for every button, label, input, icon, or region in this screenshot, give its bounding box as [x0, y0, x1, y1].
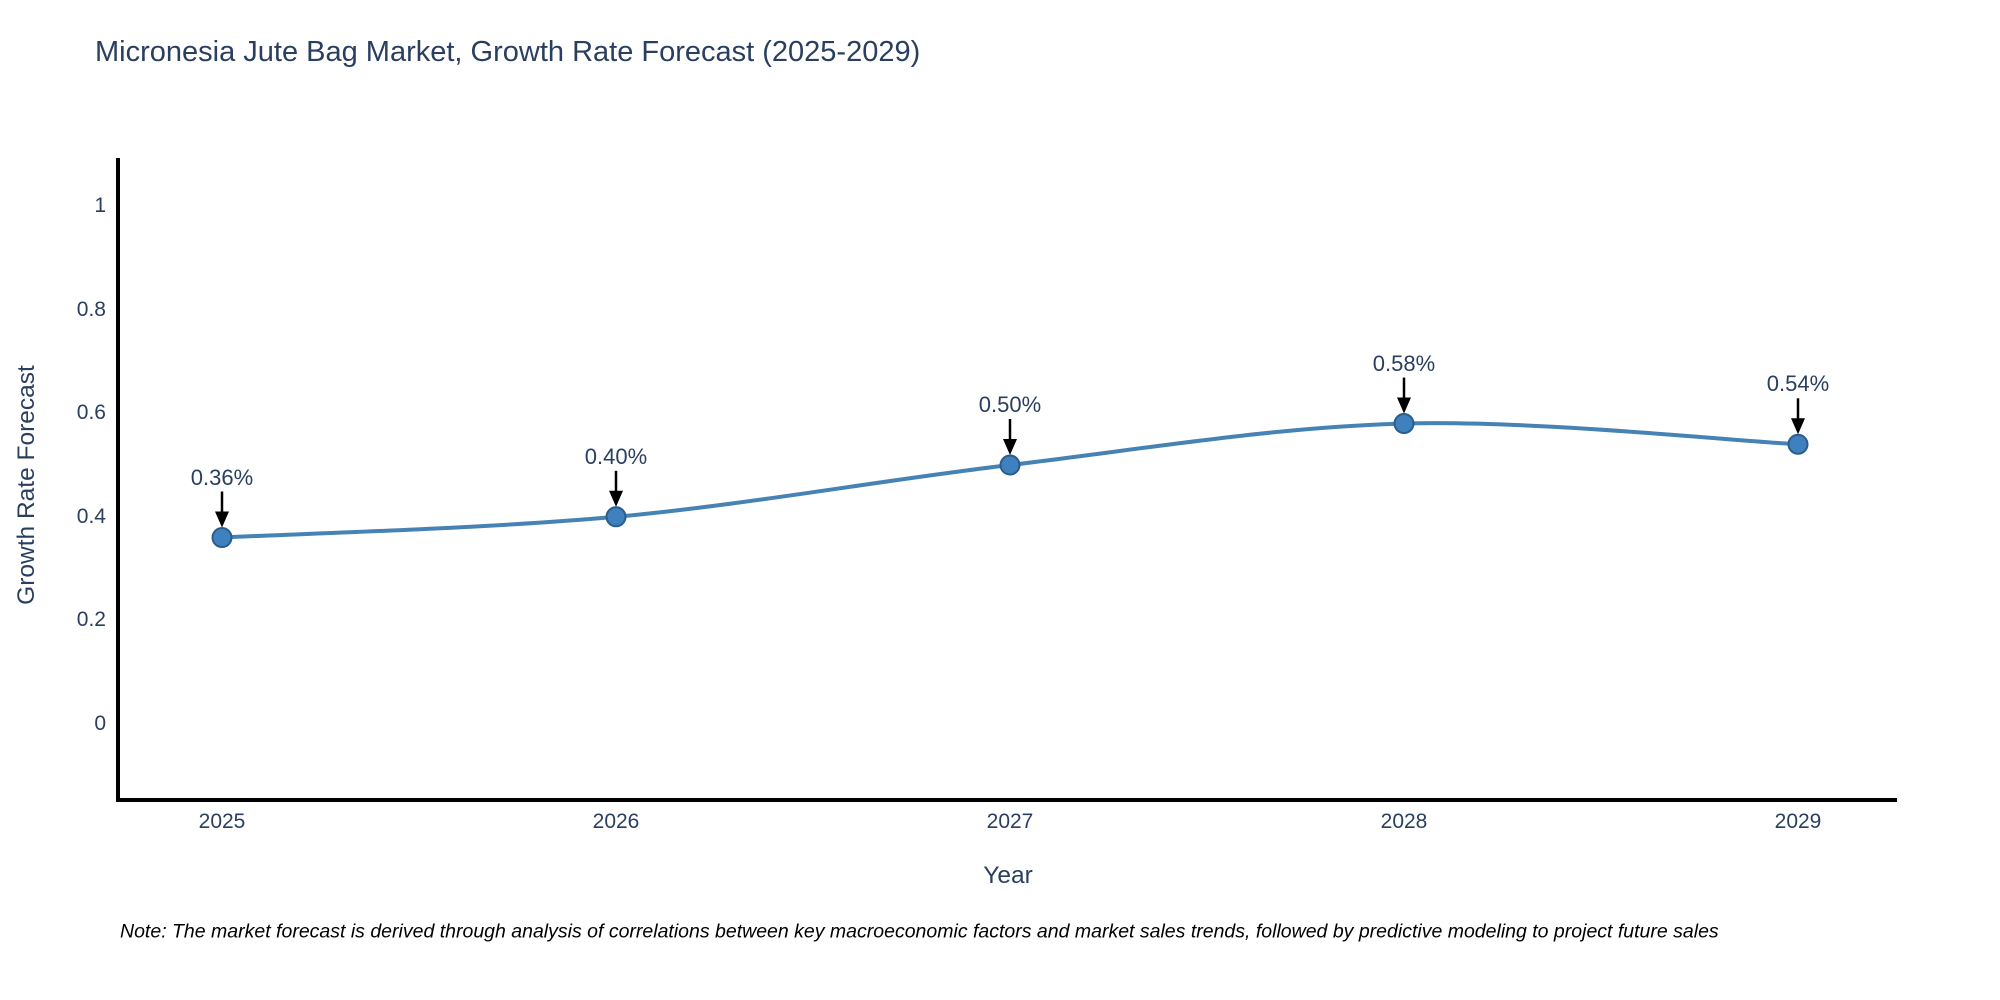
x-tick-2026: 2026 [592, 810, 640, 833]
point-label-2027: 0.50% [978, 392, 1042, 417]
chart-title: Micronesia Jute Bag Market, Growth Rate … [95, 36, 921, 68]
point-label-2025: 0.36% [190, 464, 254, 490]
data-point-2027 [999, 454, 1021, 476]
point-label-2029: 0.54% [1766, 371, 1830, 397]
data-point-2028 [1393, 413, 1415, 435]
annotation-arrow-head [609, 490, 623, 507]
x-tick-2027: 2027 [986, 810, 1034, 833]
data-point-2025 [211, 527, 233, 549]
point-label-2026: 0.40% [584, 443, 648, 469]
annotation-arrow-head [1791, 418, 1805, 435]
annotation-arrow-head [215, 511, 229, 528]
y-tick-0: 0 [94, 712, 106, 735]
y-tick-0.4: 0.4 [76, 504, 106, 528]
annotation-arrow-head [1397, 397, 1411, 414]
annotation-arrow-head [1003, 439, 1017, 455]
series-growth-rate [211, 377, 1809, 549]
y-tick-0.6: 0.6 [76, 401, 106, 425]
footnote: Note: The market forecast is derived thr… [120, 920, 1719, 943]
y-tick-0.2: 0.2 [76, 608, 106, 632]
data-point-2026 [605, 506, 627, 528]
y-tick-1: 1 [94, 194, 106, 217]
x-tick-2028: 2028 [1380, 810, 1428, 833]
data-point-2029 [1787, 433, 1809, 455]
x-tick-2025: 2025 [198, 810, 246, 833]
x-tick-2029: 2029 [1774, 810, 1822, 833]
y-tick-0.8: 0.8 [76, 297, 106, 321]
point-label-2028: 0.58% [1372, 350, 1436, 376]
x-axis-title: Year [983, 862, 1033, 889]
